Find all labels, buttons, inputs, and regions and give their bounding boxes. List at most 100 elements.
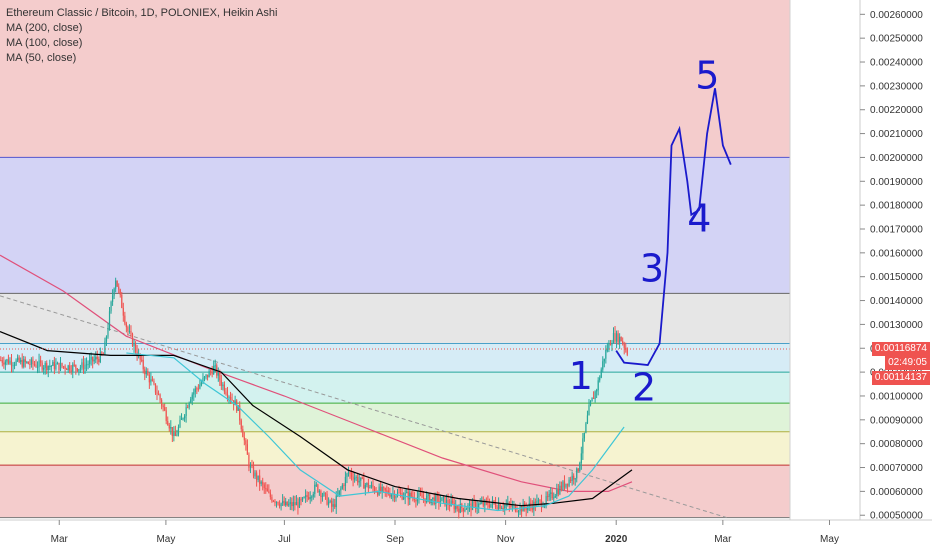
candle-body <box>145 371 147 375</box>
candle-body <box>599 377 601 381</box>
candle-body <box>312 493 314 497</box>
candle-body <box>560 485 563 490</box>
candle-body <box>485 500 487 502</box>
candle-body <box>569 479 572 481</box>
candle-body <box>160 399 163 406</box>
candle-body <box>21 359 23 367</box>
candle-body <box>605 349 607 359</box>
candle-body <box>113 288 115 296</box>
candle-body <box>88 359 91 364</box>
candle-body <box>249 466 252 468</box>
legend-ma200: MA (200, close) <box>6 22 83 34</box>
candle-body <box>251 466 253 468</box>
candle-body <box>278 504 281 507</box>
candle-body <box>505 504 507 506</box>
zone-6 <box>0 465 790 518</box>
candle-body <box>582 438 584 454</box>
wave-label-5: 5 <box>695 53 719 97</box>
candle-body <box>205 374 207 377</box>
candle-body <box>323 492 325 496</box>
candle-body <box>128 330 131 332</box>
candle-body <box>395 496 397 499</box>
candle-body <box>478 503 480 508</box>
candle-body <box>551 492 553 499</box>
candle-body <box>252 466 255 477</box>
candle-body <box>164 407 166 411</box>
candle-body <box>565 483 567 488</box>
candle-body <box>617 333 619 343</box>
candle-body <box>625 347 627 350</box>
candle-body <box>471 501 474 511</box>
candle-body <box>36 366 39 368</box>
candle-body <box>134 343 137 352</box>
candle-body <box>111 295 114 302</box>
candle-body <box>185 407 187 416</box>
candle-body <box>82 362 85 370</box>
candle-body <box>260 481 262 484</box>
candle-body <box>596 390 598 392</box>
candle-body <box>370 484 373 487</box>
candle-body <box>482 502 484 506</box>
candle-body <box>355 477 357 479</box>
candle-body <box>30 359 33 365</box>
candle-body <box>298 498 301 508</box>
candle-body <box>154 383 157 393</box>
candle-body <box>142 359 144 370</box>
y-tick-label: 0.00220000 <box>870 105 923 116</box>
wave-label-1: 1 <box>569 354 593 398</box>
candle-body <box>108 311 111 328</box>
candle-body <box>309 497 311 500</box>
candle-body <box>159 394 161 400</box>
candle-body <box>70 370 72 372</box>
candle-body <box>92 356 94 362</box>
candle-body <box>271 497 273 502</box>
candle-body <box>357 477 359 483</box>
candle-body <box>615 333 618 342</box>
candle-body <box>283 500 285 506</box>
candle-body <box>597 380 599 391</box>
candle-body <box>559 485 561 495</box>
candle-body <box>50 365 52 367</box>
candle-body <box>17 357 19 361</box>
candle-body <box>239 405 241 421</box>
candle-body <box>20 359 22 362</box>
candle-body <box>620 336 622 342</box>
legend-ma50: MA (50, close) <box>6 52 77 64</box>
y-tick-label: 0.00250000 <box>870 34 923 45</box>
candle-body <box>196 388 198 390</box>
candle-body <box>220 380 222 386</box>
candle-body <box>49 365 51 367</box>
candle-body <box>27 361 29 364</box>
candle-body <box>62 366 65 368</box>
candle-body <box>308 497 310 500</box>
candle-body <box>55 364 57 370</box>
candle-body <box>226 393 229 398</box>
candle-body <box>622 341 624 344</box>
candle-body <box>131 334 134 347</box>
candle-body <box>412 496 414 498</box>
candle-body <box>190 399 192 403</box>
candle-body <box>577 468 579 471</box>
candle-body <box>15 360 17 365</box>
candle-body <box>291 502 293 507</box>
candle-body <box>183 415 186 419</box>
candle-body <box>1 360 3 363</box>
y-tick-label: 0.00200000 <box>870 153 923 164</box>
ma100-line <box>0 331 633 507</box>
candle-body <box>306 495 308 498</box>
candle-body <box>304 495 307 498</box>
candle-body <box>487 501 489 505</box>
candle-body <box>364 485 366 489</box>
candle-body <box>341 485 343 489</box>
candle-body <box>586 415 589 424</box>
candle-body <box>234 400 236 406</box>
candle-body <box>421 494 423 498</box>
candle-body <box>427 494 429 496</box>
candle-body <box>110 301 112 312</box>
candle-body <box>360 477 362 481</box>
zone-top <box>0 0 790 158</box>
candle-body <box>531 505 533 510</box>
candle-body <box>626 349 628 355</box>
candle-body <box>603 358 605 362</box>
